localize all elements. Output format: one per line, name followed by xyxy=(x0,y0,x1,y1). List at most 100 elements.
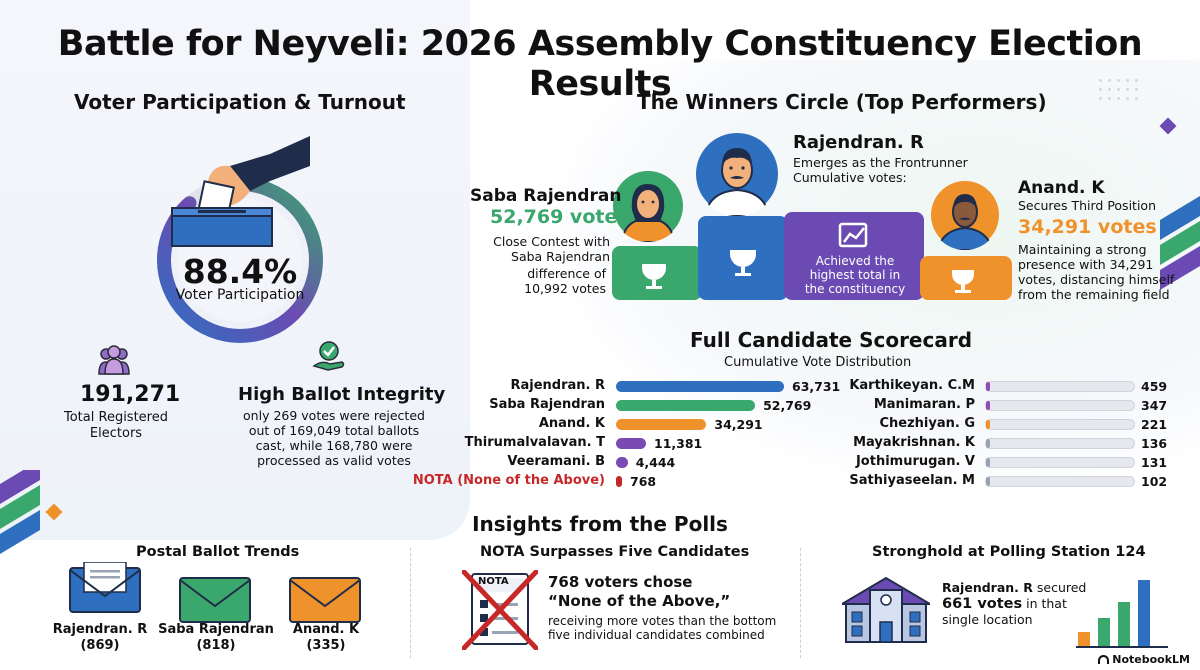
integrity-title: High Ballot Integrity xyxy=(238,384,446,405)
divider xyxy=(800,548,801,658)
check-hand-icon xyxy=(312,341,345,371)
vote-bar xyxy=(616,381,784,392)
postal-candidate: Rajendran. R xyxy=(52,622,148,637)
stripe-decoration xyxy=(1160,196,1200,290)
vote-track xyxy=(985,419,1135,430)
turnout-heading: Voter Participation & Turnout xyxy=(74,90,406,114)
station-candidate: Rajendran. R xyxy=(942,580,1033,595)
vote-value: 221 xyxy=(1141,417,1168,432)
second-line2: difference of 10,992 votes xyxy=(524,266,606,296)
integrity-text: only 269 votes were rejected out of 169,… xyxy=(243,408,425,468)
envelope-icon xyxy=(289,577,361,623)
vote-value: 347 xyxy=(1141,398,1168,413)
vote-bar xyxy=(986,382,990,391)
dot-pattern xyxy=(1096,76,1140,100)
vote-track xyxy=(985,381,1135,392)
vote-bar xyxy=(616,438,646,449)
first-name: Rajendran. R xyxy=(793,132,924,153)
nota-line2: “None of the Above,” xyxy=(548,592,731,610)
first-line2: Cumulative votes: xyxy=(793,170,907,185)
postal-count: (869) xyxy=(80,638,120,653)
vote-track xyxy=(985,476,1135,487)
vote-value: 63,731 xyxy=(792,379,841,394)
candidate-name: Saba Rajendran xyxy=(489,397,605,412)
first-line1: Emerges as the Frontrunner xyxy=(793,155,968,170)
scorecard-heading: Full Candidate Scorecard xyxy=(690,328,973,352)
candidate-name: Rajendran. R xyxy=(510,378,605,393)
vote-track xyxy=(985,400,1135,411)
station-text2: in that single location xyxy=(942,596,1067,627)
vote-bar xyxy=(986,477,990,486)
third-name: Anand. K xyxy=(1018,178,1105,198)
second-line1: Close Contest with Saba Rajendran xyxy=(493,234,610,264)
vote-bar xyxy=(986,439,990,448)
postal-label: Anand. K (335) xyxy=(266,622,386,654)
vote-value: 11,381 xyxy=(654,436,703,451)
postal-candidate: Saba Rajendran xyxy=(158,622,274,637)
candidate-name: Thirumalvalavan. T xyxy=(464,435,605,450)
vote-bar xyxy=(616,400,756,411)
candidate-name: Jothimurugan. V xyxy=(855,454,975,469)
postal-count: (818) xyxy=(196,638,236,653)
vote-value: 4,444 xyxy=(635,455,676,470)
nota-line1: 768 voters chose xyxy=(548,573,693,591)
divider xyxy=(410,548,411,658)
third-line2: Maintaining a strong presence with 34,29… xyxy=(1018,242,1175,302)
footer-brand: NotebookLM xyxy=(1098,653,1190,666)
turnout-percent: 88.4% xyxy=(182,252,298,291)
second-votes: 52,769 votes xyxy=(490,206,629,228)
vote-value: 136 xyxy=(1141,436,1168,451)
candidate-name: Veeramani. B xyxy=(507,454,605,469)
nota-title: NOTA Surpasses Five Candidates xyxy=(480,544,750,560)
candidate-name: Anand. K xyxy=(538,416,605,431)
footer-brand-text: NotebookLM xyxy=(1112,653,1190,666)
vote-bar xyxy=(616,476,622,487)
ballot-box-icon xyxy=(171,136,310,247)
nota-line3: receiving more votes than the bottom fiv… xyxy=(548,614,777,642)
postal-title: Postal Ballot Trends xyxy=(136,544,300,560)
rajendran-avatar xyxy=(696,133,778,216)
vote-value: 34,291 xyxy=(714,417,763,432)
vote-bar xyxy=(616,419,707,430)
stripe-decoration xyxy=(0,470,40,554)
vote-value: 459 xyxy=(1141,379,1168,394)
candidate-name: Sathiyaseelan. M xyxy=(849,473,975,488)
vote-value: 131 xyxy=(1141,455,1168,470)
podium-text: Achieved the highest total in the consti… xyxy=(804,254,906,296)
vote-track xyxy=(985,438,1135,449)
anand-avatar xyxy=(931,181,999,250)
vote-bar xyxy=(986,401,990,410)
vote-bar xyxy=(986,420,990,429)
podium xyxy=(612,212,1012,300)
postal-count: (335) xyxy=(306,638,346,653)
winners-heading: The Winners Circle (Top Performers) xyxy=(637,90,1047,114)
polling-station-icon xyxy=(842,576,930,643)
third-line1: Secures Third Position xyxy=(1018,198,1156,213)
postal-label: Rajendran. R (869) xyxy=(40,622,160,654)
envelope-icon xyxy=(69,562,141,613)
page-title: Battle for Neyveli: 2026 Assembly Consti… xyxy=(57,24,1143,104)
electors-count: 191,271 xyxy=(80,382,181,407)
candidate-name: NOTA (None of the Above) xyxy=(412,473,605,488)
saba-avatar xyxy=(613,171,683,242)
candidate-name: Manimaran. P xyxy=(873,397,975,412)
insights-heading: Insights from the Polls xyxy=(472,512,728,536)
candidate-name: Mayakrishnan. K xyxy=(853,435,975,450)
nota-icon-text: NOTA xyxy=(478,576,509,587)
electors-label: Total Registered Electors xyxy=(64,410,168,441)
notebooklm-logo-icon xyxy=(1098,655,1110,664)
vote-bar xyxy=(986,458,990,467)
station-text: Rajendran. R secured 661 votes in that s… xyxy=(942,580,1092,628)
vote-value: 102 xyxy=(1141,474,1168,489)
station-text1: secured xyxy=(1032,580,1087,595)
envelope-icon xyxy=(179,577,251,623)
people-icon xyxy=(98,345,130,375)
turnout-label: Voter Participation xyxy=(175,287,305,303)
postal-candidate: Anand. K xyxy=(292,622,360,637)
vote-track xyxy=(985,457,1135,468)
bar-growth-icon xyxy=(1076,580,1168,648)
vote-value: 768 xyxy=(630,474,657,489)
vote-bar xyxy=(616,457,628,468)
candidate-name: Chezhiyan. G xyxy=(879,416,975,431)
scorecard-subheading: Cumulative Vote Distribution xyxy=(724,355,912,370)
